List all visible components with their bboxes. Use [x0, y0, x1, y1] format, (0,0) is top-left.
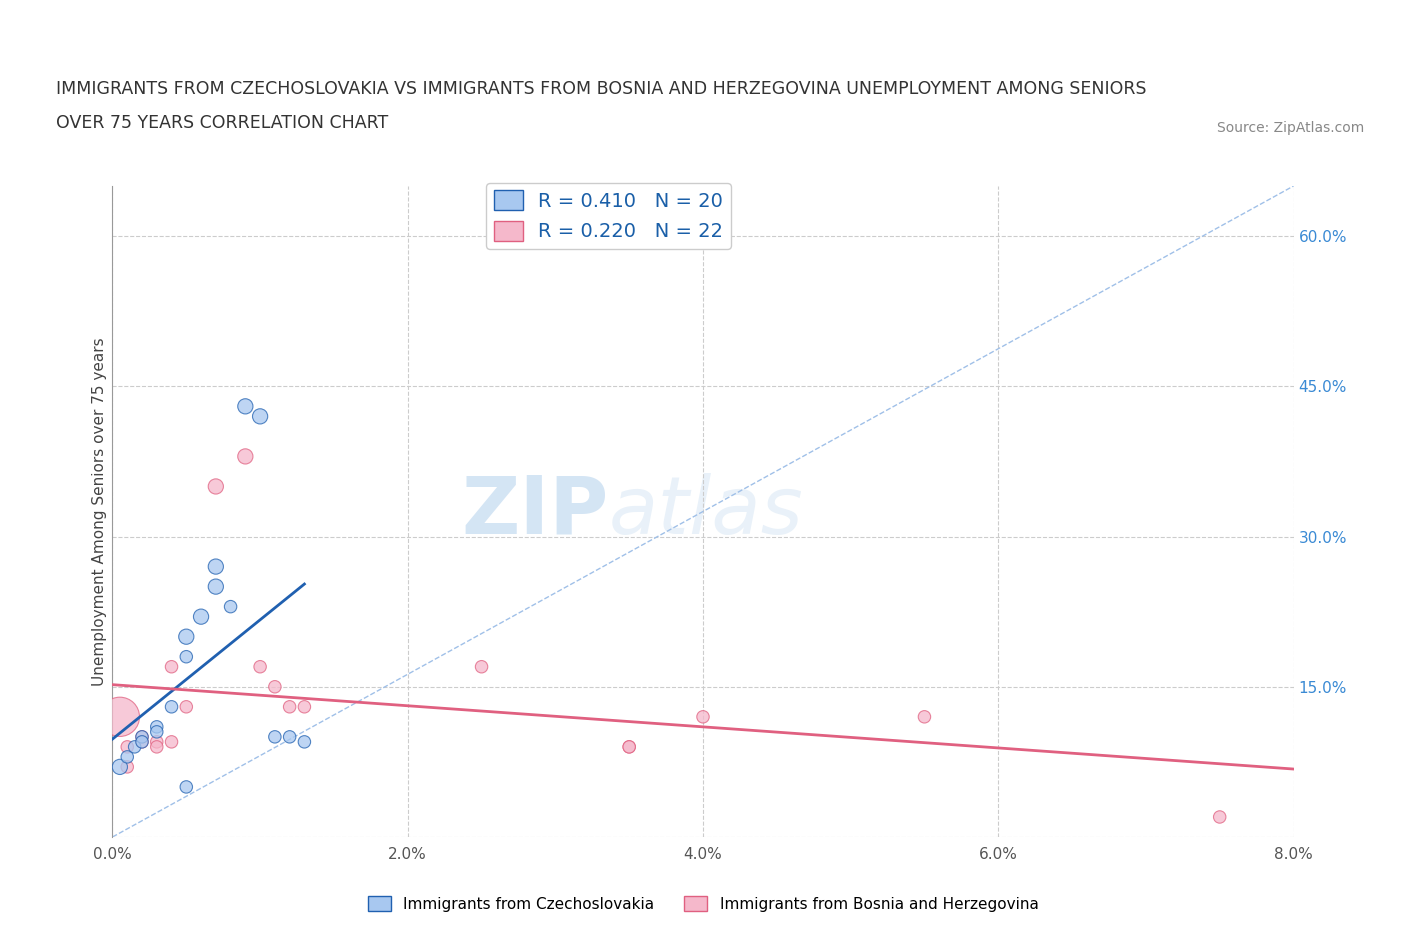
Point	[108, 710, 131, 724]
Point	[292, 735, 315, 750]
Point	[264, 729, 287, 744]
Point	[619, 739, 641, 754]
Point	[233, 449, 256, 464]
Point	[146, 735, 169, 750]
Point	[146, 739, 169, 754]
Point	[174, 699, 197, 714]
Text: Source: ZipAtlas.com: Source: ZipAtlas.com	[1216, 121, 1364, 135]
Point	[914, 710, 936, 724]
Point	[619, 739, 641, 754]
Point	[249, 659, 271, 674]
Point	[190, 609, 212, 624]
Point	[174, 779, 197, 794]
Point	[108, 760, 131, 775]
Point	[219, 599, 242, 614]
Point	[131, 729, 153, 744]
Text: OVER 75 YEARS CORRELATION CHART: OVER 75 YEARS CORRELATION CHART	[56, 114, 388, 132]
Point	[131, 729, 153, 744]
Point	[160, 699, 183, 714]
Point	[174, 649, 197, 664]
Point	[278, 729, 301, 744]
Point	[692, 710, 714, 724]
Point	[117, 760, 138, 775]
Point	[160, 735, 183, 750]
Legend: R = 0.410   N = 20, R = 0.220   N = 22: R = 0.410 N = 20, R = 0.220 N = 22	[486, 182, 731, 249]
Point	[1208, 809, 1232, 824]
Text: atlas: atlas	[609, 472, 803, 551]
Point	[278, 699, 301, 714]
Point	[471, 659, 494, 674]
Point	[146, 720, 169, 735]
Point	[131, 735, 153, 750]
Y-axis label: Unemployment Among Seniors over 75 years: Unemployment Among Seniors over 75 years	[91, 338, 107, 685]
Point	[205, 479, 228, 494]
Point	[131, 735, 153, 750]
Text: ZIP: ZIP	[461, 472, 609, 551]
Point	[292, 699, 315, 714]
Point	[205, 579, 228, 594]
Point	[160, 659, 183, 674]
Point	[124, 739, 146, 754]
Point	[233, 399, 256, 414]
Point	[117, 750, 138, 764]
Point	[205, 559, 228, 574]
Point	[264, 679, 287, 694]
Point	[249, 409, 271, 424]
Legend: Immigrants from Czechoslovakia, Immigrants from Bosnia and Herzegovina: Immigrants from Czechoslovakia, Immigran…	[361, 889, 1045, 918]
Point	[117, 739, 138, 754]
Point	[146, 724, 169, 739]
Point	[174, 630, 197, 644]
Text: IMMIGRANTS FROM CZECHOSLOVAKIA VS IMMIGRANTS FROM BOSNIA AND HERZEGOVINA UNEMPLO: IMMIGRANTS FROM CZECHOSLOVAKIA VS IMMIGR…	[56, 80, 1147, 98]
